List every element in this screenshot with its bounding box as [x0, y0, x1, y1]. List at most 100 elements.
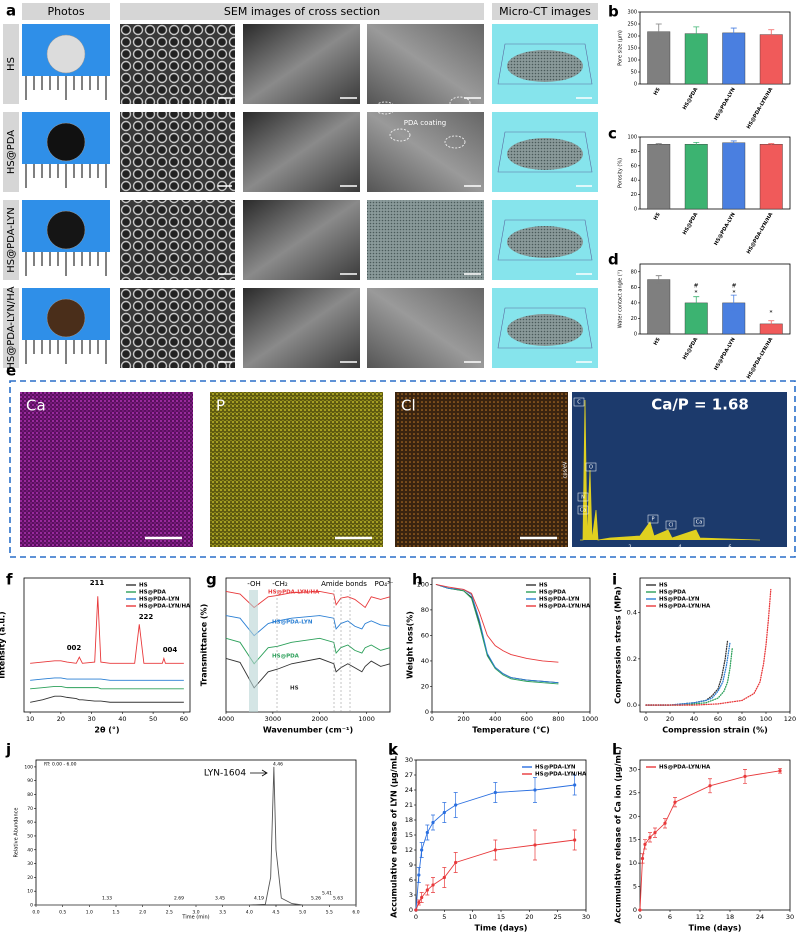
x-tick-label: 3.0: [192, 910, 199, 916]
y-tick-label: 3: [409, 891, 413, 899]
data-point: [442, 810, 446, 815]
data-point: [417, 873, 421, 877]
peak-label: Cl: [669, 523, 674, 529]
row-label: HS@PDA-LYN/HA: [6, 286, 17, 369]
panel-label: f: [6, 571, 13, 589]
panel-label: j: [5, 741, 11, 759]
sample-disc: [46, 210, 86, 250]
annotation: *: [733, 290, 736, 297]
y-axis-label: Relative Abundance: [14, 808, 20, 858]
y-tick-label: 50: [27, 833, 33, 839]
x-tick-label: 10: [26, 715, 34, 723]
series-line: [415, 784, 575, 911]
x-tick-label: 25: [554, 913, 562, 921]
sem-image: [243, 112, 360, 192]
x-tick-label: HS@PDA-LYN/HA: [746, 212, 775, 256]
column-header: Photos: [47, 5, 84, 18]
annotation: 4.19: [254, 896, 264, 902]
spectrum-ylabel: cps/eV: [563, 461, 569, 478]
y-tick-label: 40: [631, 300, 637, 306]
panel-label: i: [612, 571, 617, 589]
bar: [722, 32, 746, 85]
sem-image: [367, 288, 484, 368]
panel-label: b: [608, 3, 619, 21]
y-tick-label: 250: [627, 22, 637, 28]
data-point: [653, 831, 657, 835]
series-line: [645, 642, 731, 706]
x-tick-label: 10: [469, 913, 477, 921]
element-label: Ca: [26, 397, 46, 415]
row-label: HS@PDA-LYN: [6, 207, 17, 272]
dashed-frame: [9, 380, 796, 558]
column-header: SEM images of cross section: [224, 5, 380, 18]
legend-label: HS: [290, 686, 299, 692]
series-line: [30, 685, 184, 690]
row-label-cell: [3, 112, 19, 192]
spectrum-trace: [580, 399, 761, 541]
series-line: [30, 596, 184, 664]
plot-frame: [639, 759, 791, 911]
panel-label: l: [612, 741, 617, 759]
ct-box: [497, 43, 593, 85]
peak-box: [573, 397, 585, 407]
data-point: [493, 790, 497, 795]
error-bar: [768, 29, 775, 40]
legend-label: HS@PDA: [139, 590, 167, 596]
x-tick-label: HS@PDA: [682, 87, 699, 111]
eds-map: [20, 392, 193, 547]
data-point: [573, 838, 577, 842]
annotation: 002: [67, 644, 82, 652]
bar: [722, 142, 746, 210]
annotation: 5.63: [333, 896, 343, 902]
y-tick-label: 20: [631, 192, 637, 198]
annotation: RT: 0.00 - 6.00: [44, 762, 77, 768]
legend-label: HS@PDA-LYN: [659, 597, 700, 603]
x-tick-label: 20: [57, 715, 65, 723]
y-tick-label: 15: [629, 836, 637, 844]
data-point: [533, 843, 537, 847]
x-tick-label: 200: [457, 715, 469, 723]
y-tick-label: 25: [629, 789, 637, 797]
panel-label: a: [6, 2, 16, 20]
data-point: [573, 783, 577, 787]
data-point: [708, 784, 712, 788]
x-tick-label: 3000: [265, 715, 282, 723]
plot-frame: [639, 577, 791, 713]
x-axis-label: 2θ (°): [94, 726, 119, 735]
y-tick-label: 0.2: [627, 655, 637, 663]
panel-label: g: [206, 571, 217, 589]
annotation: -CH₂: [272, 580, 288, 588]
x-tick-label: 4.5: [272, 910, 279, 916]
data-point: [638, 908, 642, 912]
y-tick-label: 10: [629, 859, 637, 867]
y-tick-label: 60: [421, 631, 429, 639]
x-tick-label: 4.0: [246, 910, 253, 916]
x-tick-label: HS@PDA-LYN: [713, 212, 737, 247]
series-line: [645, 588, 772, 706]
highlight: [444, 135, 466, 149]
y-tick-label: 300: [627, 10, 637, 16]
x-tick-label: HS@PDA: [682, 337, 699, 361]
ct-scaffold: [507, 226, 583, 258]
x-tick-label: 40: [690, 715, 698, 723]
eds-spectrum: [572, 392, 787, 547]
y-axis-label: Water contact angle (°): [618, 270, 624, 329]
peak-label: Ca: [580, 508, 587, 514]
x-axis-label: Time (days): [689, 924, 742, 933]
spectrum-tick: 6: [728, 545, 731, 551]
peak-box: [577, 505, 589, 515]
ct-scaffold: [507, 138, 583, 170]
annotation: *: [770, 310, 773, 317]
y-tick-label: 60: [631, 285, 637, 291]
annotation: #: [731, 283, 736, 290]
y-tick-label: 21: [405, 801, 413, 809]
y-tick-label: 20: [421, 682, 429, 690]
row-label: HS@PDA: [6, 130, 17, 174]
highlight: [449, 96, 471, 110]
data-point: [454, 803, 458, 807]
series-line: [435, 583, 559, 663]
y-axis-label: Compression stress (MPa): [614, 586, 623, 704]
y-tick-label: 0.0: [627, 701, 637, 709]
y-tick-label: 9: [409, 861, 413, 869]
x-axis-label: Compression strain (%): [662, 726, 768, 735]
